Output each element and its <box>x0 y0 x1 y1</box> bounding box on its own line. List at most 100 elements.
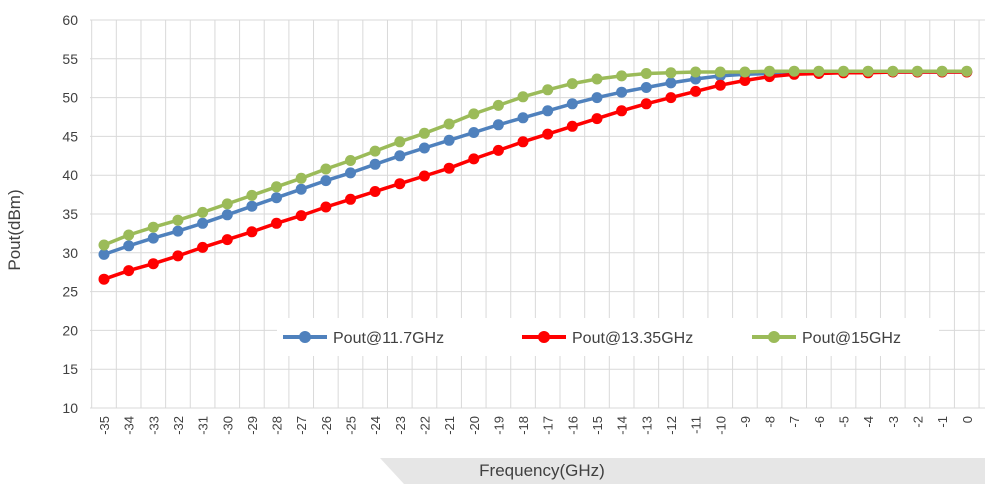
x-tick-label: -28 <box>270 416 285 435</box>
x-tick-label: -21 <box>442 416 457 435</box>
x-tick-label: -9 <box>738 416 753 428</box>
data-point <box>418 127 430 139</box>
data-point <box>98 239 110 251</box>
x-tick-label: -22 <box>417 416 432 435</box>
data-point <box>221 234 233 246</box>
data-point <box>591 92 603 104</box>
data-point <box>566 98 578 110</box>
x-tick-label: -32 <box>171 416 186 435</box>
x-tick-label: -8 <box>763 416 778 428</box>
data-point <box>394 178 406 190</box>
data-point <box>616 86 628 98</box>
data-point <box>98 273 110 285</box>
data-point <box>616 70 628 82</box>
data-point <box>320 201 332 213</box>
data-point <box>123 265 135 277</box>
legend-item: Pout@13.35GHz <box>522 330 693 347</box>
data-point <box>714 66 726 78</box>
data-point <box>492 99 504 111</box>
data-point <box>640 82 652 93</box>
data-point <box>345 155 356 166</box>
data-point <box>197 217 209 229</box>
data-point <box>443 118 455 130</box>
data-point <box>172 214 184 226</box>
series-2 <box>98 66 973 285</box>
x-tick-label: -2 <box>910 416 925 428</box>
legend-item: Pout@15GHz <box>752 330 901 347</box>
x-tick-label: -5 <box>837 416 852 428</box>
y-tick-label: 50 <box>62 90 78 106</box>
data-point <box>665 67 677 79</box>
data-point <box>394 136 406 148</box>
legend-swatch-marker <box>768 331 780 343</box>
data-point <box>665 77 677 89</box>
data-point <box>640 98 652 110</box>
data-point <box>887 65 899 77</box>
data-point <box>690 66 702 78</box>
series-layer <box>98 65 973 285</box>
data-point <box>764 65 775 77</box>
data-point <box>369 145 381 157</box>
data-point <box>468 127 480 138</box>
data-point <box>862 65 874 77</box>
x-tick-label: -20 <box>467 416 482 435</box>
data-point <box>345 167 356 179</box>
data-point <box>813 65 825 77</box>
data-point <box>665 92 677 104</box>
x-tick-label: -29 <box>245 416 260 435</box>
data-point <box>246 189 258 201</box>
data-point <box>640 68 652 79</box>
x-tick-label: -23 <box>393 416 408 435</box>
data-point <box>369 158 381 170</box>
xlabel-background-band <box>380 458 985 484</box>
data-point <box>295 172 307 184</box>
data-point <box>591 113 603 125</box>
data-point <box>123 229 135 241</box>
data-point <box>271 181 282 193</box>
data-point <box>443 162 455 174</box>
data-point <box>566 120 578 132</box>
data-point <box>517 112 529 124</box>
x-axis-title: Frequency(GHz) <box>479 461 605 480</box>
y-tick-label: 25 <box>62 284 78 300</box>
legend-label: Pout@11.7GHz <box>333 330 444 347</box>
x-tick-label: -13 <box>639 416 654 435</box>
data-point <box>468 153 480 165</box>
data-point <box>492 144 504 156</box>
y-axis-title: Pout(dBm) <box>5 189 24 270</box>
y-tick-label: 55 <box>62 51 78 67</box>
y-tick-labels: 10 15 20 25 30 35 40 45 50 55 60 <box>62 12 78 416</box>
horizontal-gridlines <box>90 19 985 409</box>
x-tick-label: -12 <box>664 416 679 435</box>
data-point <box>591 73 603 85</box>
x-tick-label: -19 <box>491 416 506 435</box>
x-tick-label: -4 <box>861 416 876 428</box>
x-tick-label: -17 <box>541 416 556 435</box>
data-point <box>172 225 184 237</box>
data-point <box>246 200 258 212</box>
data-point <box>936 65 948 77</box>
data-point <box>418 170 430 182</box>
data-point <box>172 250 184 262</box>
data-point <box>320 163 332 175</box>
data-point <box>197 206 209 218</box>
data-point <box>271 217 282 229</box>
x-tick-label: -14 <box>615 416 630 435</box>
x-tick-label: -27 <box>294 416 309 435</box>
x-tick-label: -6 <box>812 416 827 428</box>
data-point <box>394 150 406 162</box>
data-point <box>369 186 381 197</box>
data-point <box>961 65 973 77</box>
data-point <box>739 75 751 86</box>
legend-label: Pout@13.35GHz <box>572 330 693 347</box>
x-tick-label: 0 <box>960 416 975 423</box>
data-point <box>197 241 209 253</box>
x-tick-label: -18 <box>516 416 531 435</box>
data-point <box>295 210 307 222</box>
x-tick-label: -15 <box>590 416 605 435</box>
data-point <box>221 209 233 221</box>
data-point <box>838 65 849 77</box>
y-tick-label: 15 <box>62 361 78 377</box>
x-tick-label: -1 <box>935 416 950 428</box>
